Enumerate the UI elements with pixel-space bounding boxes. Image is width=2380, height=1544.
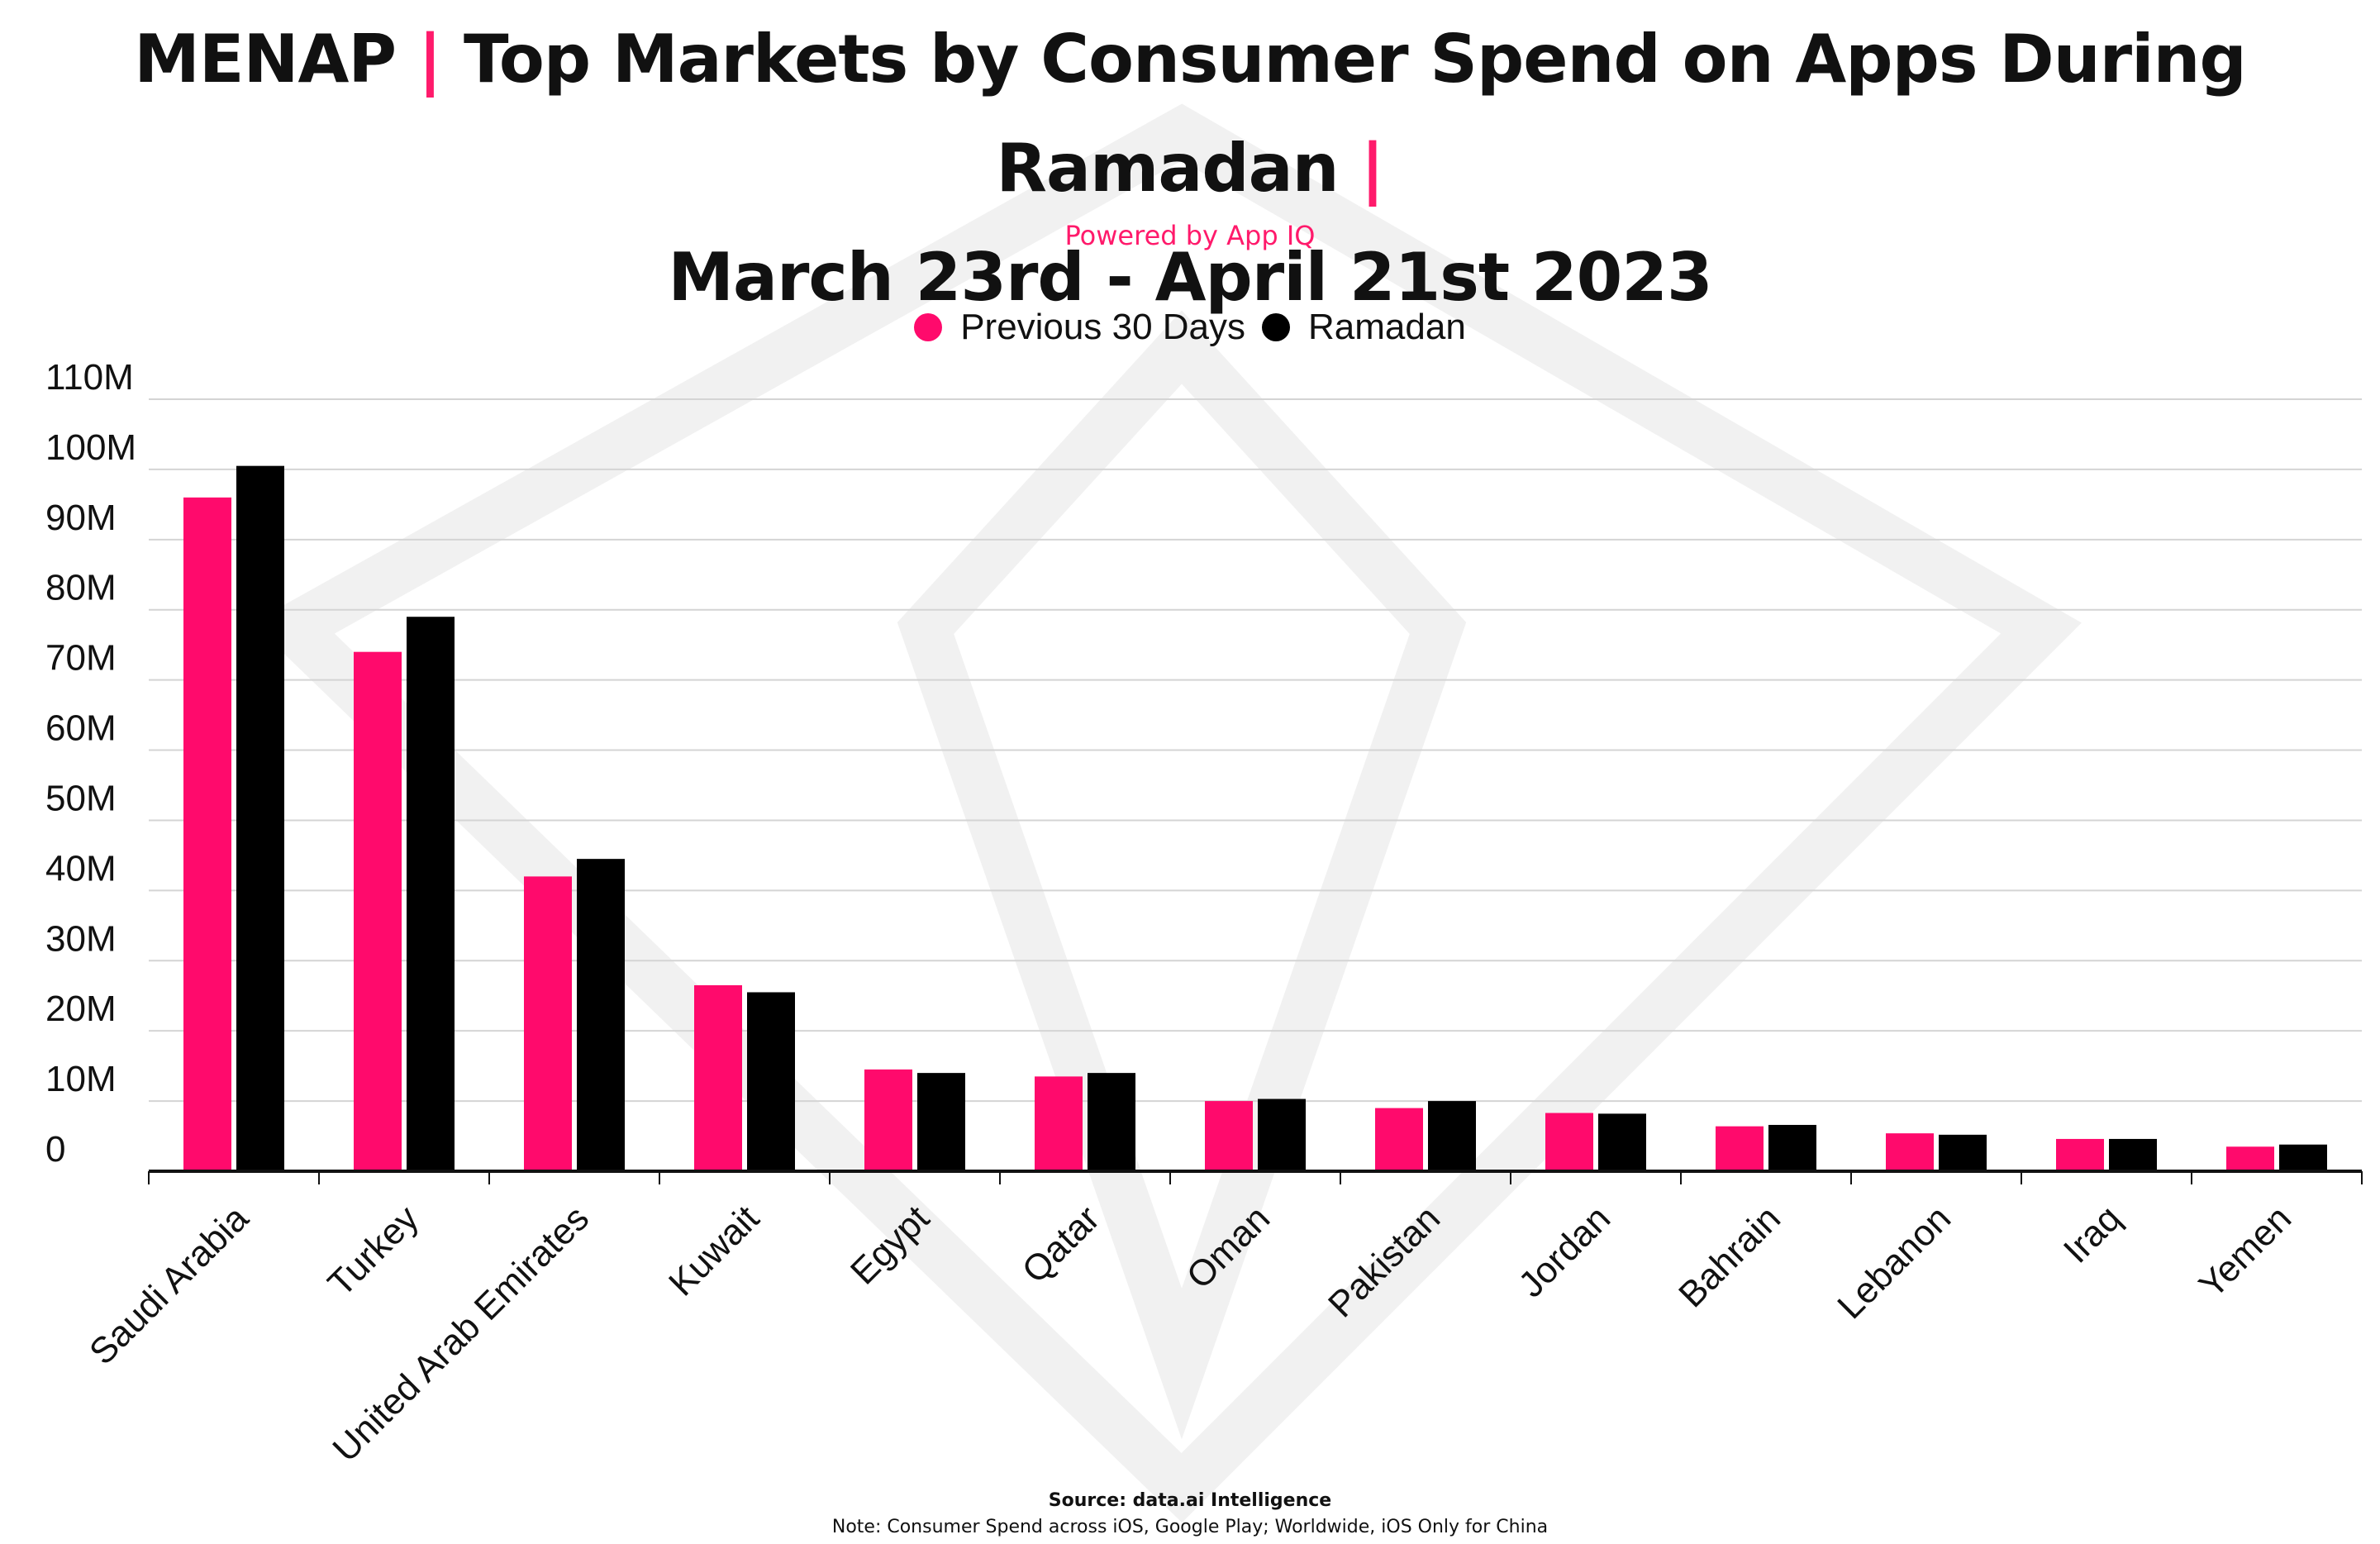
chart-title: MENAP | Top Markets by Consumer Spend on…: [0, 5, 2380, 332]
source-note: Source: data.ai Intelligence: [1048, 1490, 1332, 1511]
y-tick-label: 70M: [45, 638, 117, 679]
legend-label-previous-30-days: Previous 30 Days: [960, 307, 1246, 347]
y-tick-label: 20M: [45, 989, 117, 1029]
x-tick-label: Turkey: [320, 1198, 426, 1304]
bar: [1088, 1073, 1135, 1171]
bar: [1939, 1134, 1987, 1171]
x-tick-label: Oman: [1179, 1198, 1278, 1296]
x-tick-label: Kuwait: [661, 1198, 767, 1303]
bar: [577, 859, 625, 1171]
y-tick-label: 10M: [45, 1059, 117, 1099]
bar: [1545, 1113, 1593, 1171]
bar: [694, 984, 742, 1171]
title-line-1: MENAP | Top Markets by Consumer Spend on…: [0, 5, 2380, 223]
bar: [2109, 1138, 2157, 1171]
y-tick-label: 0: [45, 1129, 65, 1170]
legend-label-ramadan: Ramadan: [1308, 307, 1466, 347]
y-tick-label: 90M: [45, 498, 117, 538]
bar: [183, 497, 231, 1171]
x-tick-label: Jordan: [1511, 1198, 1618, 1305]
title-main: Top Markets by Consumer Spend on Apps Du…: [463, 21, 2247, 207]
legend-item-previous-30-days: Previous 30 Days: [914, 307, 1245, 348]
bar: [917, 1073, 965, 1171]
bar: [524, 876, 572, 1171]
chart-legend: Previous 30 Days Ramadan: [0, 303, 2380, 352]
legend-marker-ramadan: [1262, 313, 1291, 341]
x-tick-label: Lebanon: [1830, 1198, 1959, 1327]
y-tick-label: 110M: [45, 357, 134, 398]
chart-footer: Source: data.ai Intelligence Note: Consu…: [0, 1488, 2380, 1541]
bar: [2226, 1146, 2274, 1171]
title-line-2: March 23rd - April 21st 2023: [668, 239, 1712, 316]
x-tick-label: Qatar: [1015, 1198, 1107, 1290]
bar: [407, 617, 455, 1171]
x-tick-label: Pakistan: [1321, 1198, 1448, 1325]
bar: [1886, 1133, 1934, 1171]
bar: [1375, 1108, 1423, 1171]
bar: [354, 651, 402, 1171]
y-tick-label: 50M: [45, 778, 117, 818]
bar: [747, 992, 795, 1171]
bar: [1716, 1126, 1764, 1171]
title-separator: |: [1360, 130, 1384, 207]
y-tick-label: 40M: [45, 848, 117, 889]
bar: [1035, 1076, 1083, 1171]
x-tick-label: Egypt: [843, 1198, 937, 1292]
bar: [1598, 1113, 1646, 1171]
x-tick-label: Saudi Arabia: [82, 1198, 256, 1372]
y-tick-label: 60M: [45, 708, 117, 749]
title-region: MENAP: [134, 21, 397, 98]
bar: [2279, 1144, 2327, 1171]
y-tick-label: 80M: [45, 568, 117, 608]
title-separator: |: [417, 21, 442, 98]
bar: [2056, 1138, 2104, 1171]
bar: [1205, 1101, 1253, 1171]
bar: [1768, 1124, 1816, 1171]
x-tick-label: Iraq: [2056, 1198, 2129, 1270]
x-tick-label: Bahrain: [1671, 1198, 1788, 1315]
y-tick-label: 100M: [45, 427, 136, 468]
bar: [864, 1069, 912, 1171]
chart-subtitle: Powered by App IQ: [1064, 220, 1316, 251]
bar: [1428, 1101, 1476, 1171]
bar: [236, 465, 284, 1171]
bar: [1258, 1098, 1306, 1171]
y-tick-label: 30M: [45, 918, 117, 959]
legend-marker-previous-30-days: [914, 313, 943, 341]
footnote: Note: Consumer Spend across iOS, Google …: [831, 1517, 1549, 1537]
x-tick-label: Yemen: [2192, 1198, 2299, 1305]
legend-item-ramadan: Ramadan: [1262, 307, 1466, 348]
